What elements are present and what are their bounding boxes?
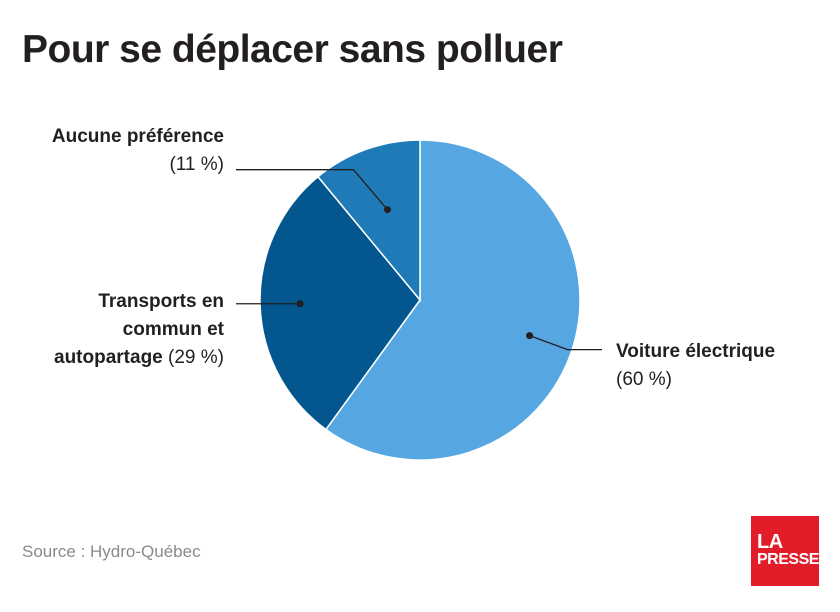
pie-slice-transports (259, 175, 421, 431)
label-transports-line2: commun et (122, 319, 224, 340)
chart-title: Pour se déplacer sans polluer (22, 28, 563, 71)
label-voiture-name: Voiture électrique (616, 341, 776, 362)
leader-line-aucune (236, 169, 388, 211)
label-transports-line1: Transports en (98, 291, 224, 312)
label-transports-line3: autopartage (54, 347, 163, 368)
la-presse-logo: LA PRESSE (751, 516, 819, 586)
logo-line1: LA (757, 531, 783, 553)
label-transports: Transports en commun et autopartage (29 … (0, 288, 224, 372)
leader-dot-voiture (526, 332, 534, 340)
source-note: Source : Hydro-Québec (22, 542, 201, 561)
logo-line2: PRESSE (757, 551, 819, 568)
label-voiture-pct: (60 %) (616, 369, 672, 390)
pie-slice-aucune (316, 139, 421, 303)
leader-line-voiture (529, 334, 602, 351)
label-aucune-name: Aucune préférence (51, 126, 224, 147)
leader-dot-aucune (383, 206, 391, 214)
leader-dot-transports (296, 300, 304, 308)
label-aucune-pct: (11 %) (169, 154, 224, 175)
label-voiture: Voiture électrique (60 %) (616, 338, 775, 394)
label-aucune: Aucune préférence (11 %) (0, 123, 224, 179)
label-transports-pct: (29 %) (168, 347, 224, 368)
